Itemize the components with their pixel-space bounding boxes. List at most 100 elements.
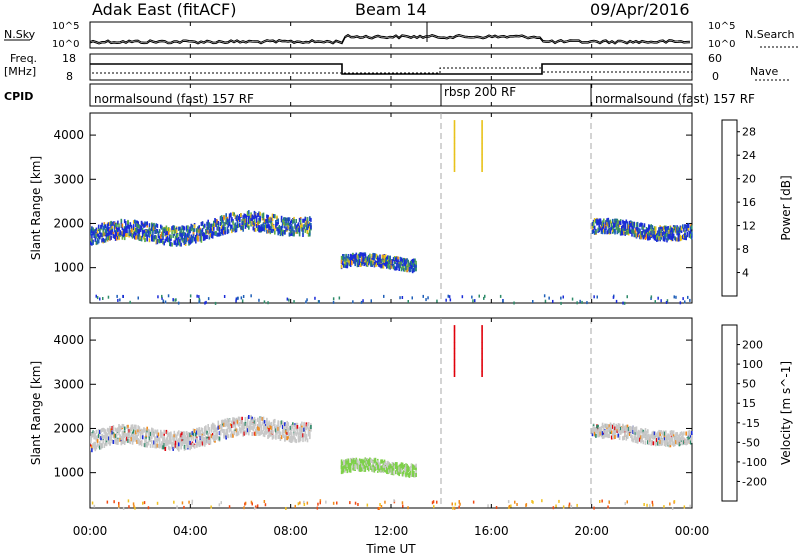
velocity-echo-cell <box>99 435 101 440</box>
velocity-echo-cell <box>248 431 250 436</box>
power-echo-cell <box>276 215 278 220</box>
velocity-echo-cell <box>209 438 212 443</box>
power-echo-cell <box>259 215 261 220</box>
power-echo-cell <box>185 227 188 232</box>
power-echo-cell <box>116 236 118 241</box>
power-echo-cell <box>630 229 632 234</box>
velocity-echo-cell <box>244 417 247 421</box>
power-echo-cell <box>670 235 673 240</box>
power-echo-cell <box>283 220 285 225</box>
velocity-echo-cell <box>688 439 691 443</box>
power-echo-cell <box>648 226 650 231</box>
velocity-noise-cell <box>624 502 626 506</box>
velocity-echo-cell <box>152 429 154 434</box>
power-echo-cell <box>654 230 657 235</box>
velocity-echo-cell <box>208 429 211 434</box>
power-echo-cell <box>94 232 97 237</box>
velocity-echo-cell <box>604 430 606 434</box>
power-rbsp-cell <box>481 166 483 172</box>
power-echo-cell <box>302 227 304 232</box>
velocity-echo-cell <box>250 421 252 426</box>
velocity-echo-cell <box>250 425 252 430</box>
power-echo-cell <box>267 220 269 224</box>
velocity-noise-cell <box>671 507 674 510</box>
power-echo-cell <box>138 236 141 241</box>
power-echo-cell <box>161 225 163 230</box>
power-echo-cell <box>636 221 639 226</box>
power-echo-cells <box>90 120 693 305</box>
power-echo-cell <box>216 226 218 231</box>
power-echo-cell <box>93 233 95 238</box>
velocity-echo-cell <box>265 425 267 430</box>
velocity-echo-cell <box>634 438 637 443</box>
velocity-echo-cell <box>178 447 180 452</box>
velocity-echo-cell <box>391 470 394 475</box>
velocity-echo-cell <box>363 464 365 469</box>
velocity-echo-cell <box>362 459 364 464</box>
power-echo-cell <box>251 221 253 226</box>
power-echo-cell <box>358 253 361 258</box>
power-noise-cell <box>352 300 354 304</box>
velocity-echo-cell <box>343 465 345 470</box>
velocity-echo-cell <box>285 432 287 437</box>
velocity-echo-cell <box>295 426 297 431</box>
power-echo-cell <box>169 237 171 242</box>
power-echo-cell <box>669 230 672 235</box>
velocity-echo-cell <box>165 442 168 447</box>
velocity-echo-cell <box>230 423 232 428</box>
power-echo-cell <box>648 229 650 234</box>
velocity-echo-cell <box>609 422 612 427</box>
velocity-echo-cell <box>263 423 266 428</box>
velocity-echo-cell <box>382 468 385 473</box>
velocity-echo-cell <box>371 459 373 464</box>
power-echo-cell <box>657 237 659 242</box>
velocity-echo-cell <box>395 463 397 468</box>
power-echo-cell <box>135 232 137 237</box>
power-echo-cell <box>661 227 664 232</box>
velocity-echo-cell <box>95 437 98 442</box>
velocity-echo-cell <box>370 466 372 470</box>
velocity-noise-cell <box>332 501 335 505</box>
velocity-echo-cell <box>128 433 130 438</box>
power-echo-cell <box>355 256 358 260</box>
velocity-echo-cell <box>636 439 639 444</box>
velocity-noise-cell <box>142 501 144 505</box>
velocity-echo-cell <box>411 466 414 471</box>
velocity-echo-cell <box>413 465 415 470</box>
power-echo-cell <box>405 260 407 265</box>
power-echo-cell <box>663 225 666 230</box>
power-echo-cell <box>618 228 621 233</box>
velocity-echo-cell <box>263 425 266 430</box>
power-echo-cell <box>257 227 259 232</box>
velocity-echo-cell <box>369 463 371 468</box>
velocity-echo-cell <box>220 424 223 429</box>
power-echo-cell <box>155 229 158 234</box>
velocity-echo-cell <box>162 445 164 450</box>
power-echo-cell <box>630 222 632 227</box>
power-echo-cell <box>292 229 294 234</box>
power-echo-cell <box>276 227 278 232</box>
velocity-echo-cell <box>181 437 183 442</box>
velocity-frame <box>89 317 693 509</box>
power-echo-cell <box>636 226 639 231</box>
power-echo-cell <box>289 220 292 225</box>
power-echo-cell <box>214 222 216 227</box>
velocity-echo-cell <box>252 427 255 432</box>
power-echo-cell <box>357 253 360 258</box>
velocity-echo-cell <box>241 420 243 424</box>
power-echo-cell <box>399 261 402 266</box>
velocity-echo-cell <box>275 428 277 433</box>
nsearch-trace <box>89 35 691 45</box>
power-echo-cell <box>102 232 104 237</box>
velocity-rbsp-cell <box>453 359 456 366</box>
power-y-tick-label: 1000 <box>53 261 84 275</box>
power-echo-cell <box>649 225 651 230</box>
power-echo-cell <box>220 220 223 225</box>
velocity-echo-cell <box>596 425 598 430</box>
freq-tick-top: 18 <box>62 52 76 65</box>
velocity-echo-cell <box>366 466 369 470</box>
velocity-echo-cell <box>161 441 163 446</box>
power-echo-cell <box>252 215 255 220</box>
